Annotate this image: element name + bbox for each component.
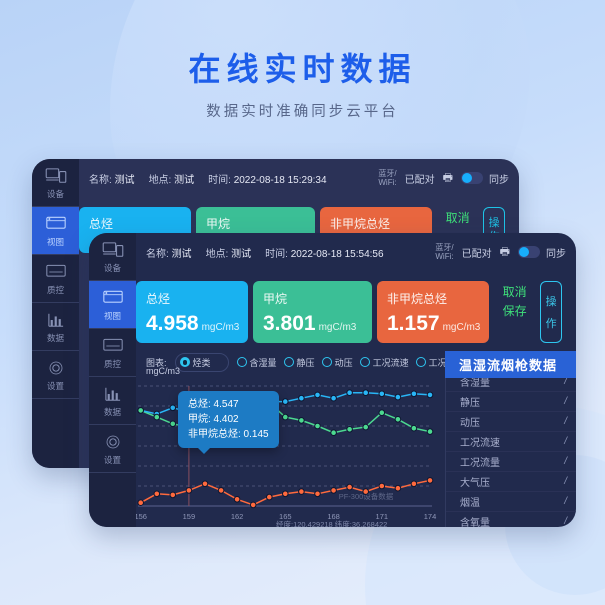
- svg-text:174: 174: [424, 512, 437, 521]
- svg-text:159: 159: [183, 512, 196, 521]
- svg-text:156: 156: [136, 512, 147, 521]
- svg-text:162: 162: [231, 512, 244, 521]
